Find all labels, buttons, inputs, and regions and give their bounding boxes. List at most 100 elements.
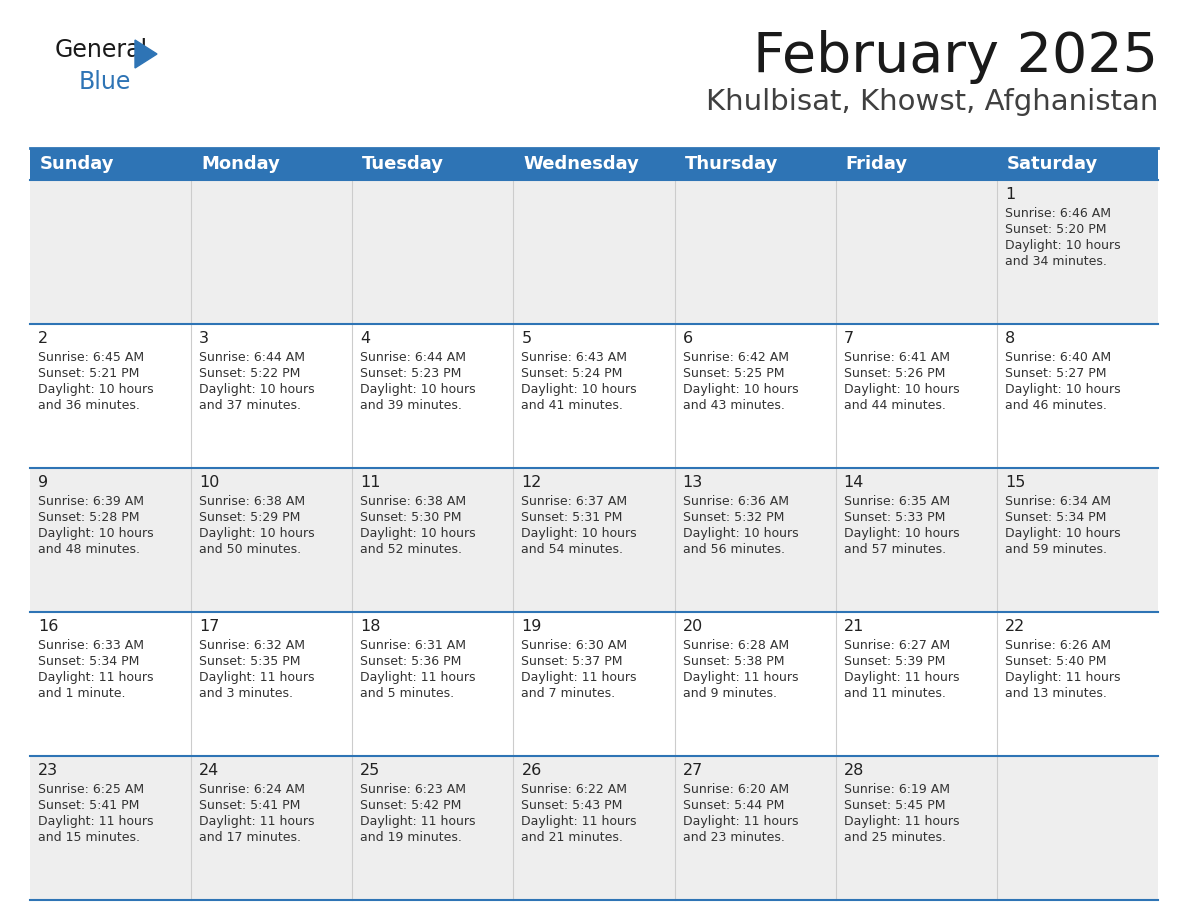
Text: Sunrise: 6:28 AM: Sunrise: 6:28 AM bbox=[683, 639, 789, 652]
Text: Sunrise: 6:35 AM: Sunrise: 6:35 AM bbox=[843, 495, 950, 508]
Text: and 13 minutes.: and 13 minutes. bbox=[1005, 687, 1107, 700]
Text: Sunset: 5:26 PM: Sunset: 5:26 PM bbox=[843, 367, 946, 380]
Text: Daylight: 11 hours: Daylight: 11 hours bbox=[200, 671, 315, 684]
Text: Daylight: 11 hours: Daylight: 11 hours bbox=[683, 671, 798, 684]
Text: Sunrise: 6:31 AM: Sunrise: 6:31 AM bbox=[360, 639, 466, 652]
Text: Sunrise: 6:39 AM: Sunrise: 6:39 AM bbox=[38, 495, 144, 508]
Text: Daylight: 10 hours: Daylight: 10 hours bbox=[1005, 527, 1120, 540]
Text: and 17 minutes.: and 17 minutes. bbox=[200, 831, 301, 844]
Text: Sunrise: 6:41 AM: Sunrise: 6:41 AM bbox=[843, 351, 949, 364]
Text: Sunrise: 6:22 AM: Sunrise: 6:22 AM bbox=[522, 783, 627, 796]
Text: 14: 14 bbox=[843, 475, 864, 490]
Polygon shape bbox=[135, 40, 157, 68]
Text: and 43 minutes.: and 43 minutes. bbox=[683, 399, 784, 412]
Text: Sunrise: 6:44 AM: Sunrise: 6:44 AM bbox=[360, 351, 466, 364]
Text: Saturday: Saturday bbox=[1007, 155, 1098, 173]
Text: Sunrise: 6:26 AM: Sunrise: 6:26 AM bbox=[1005, 639, 1111, 652]
Text: February 2025: February 2025 bbox=[753, 30, 1158, 84]
Text: Tuesday: Tuesday bbox=[362, 155, 444, 173]
Text: Sunrise: 6:30 AM: Sunrise: 6:30 AM bbox=[522, 639, 627, 652]
Text: Sunrise: 6:27 AM: Sunrise: 6:27 AM bbox=[843, 639, 950, 652]
Text: Sunset: 5:30 PM: Sunset: 5:30 PM bbox=[360, 511, 462, 524]
Text: Sunrise: 6:45 AM: Sunrise: 6:45 AM bbox=[38, 351, 144, 364]
Text: Sunday: Sunday bbox=[40, 155, 114, 173]
Text: 12: 12 bbox=[522, 475, 542, 490]
Text: 4: 4 bbox=[360, 331, 371, 346]
Text: Sunset: 5:22 PM: Sunset: 5:22 PM bbox=[200, 367, 301, 380]
Text: and 1 minute.: and 1 minute. bbox=[38, 687, 126, 700]
Text: Blue: Blue bbox=[78, 70, 132, 94]
Text: Daylight: 10 hours: Daylight: 10 hours bbox=[843, 383, 960, 396]
Text: 15: 15 bbox=[1005, 475, 1025, 490]
Text: Thursday: Thursday bbox=[684, 155, 778, 173]
Text: Daylight: 10 hours: Daylight: 10 hours bbox=[360, 383, 476, 396]
Text: 11: 11 bbox=[360, 475, 381, 490]
Text: 1: 1 bbox=[1005, 187, 1015, 202]
Text: and 56 minutes.: and 56 minutes. bbox=[683, 543, 784, 556]
Text: Sunset: 5:23 PM: Sunset: 5:23 PM bbox=[360, 367, 462, 380]
Text: Daylight: 10 hours: Daylight: 10 hours bbox=[1005, 239, 1120, 252]
Text: Daylight: 10 hours: Daylight: 10 hours bbox=[1005, 383, 1120, 396]
Text: 23: 23 bbox=[38, 763, 58, 778]
Text: Sunrise: 6:19 AM: Sunrise: 6:19 AM bbox=[843, 783, 949, 796]
Text: Daylight: 11 hours: Daylight: 11 hours bbox=[843, 671, 959, 684]
Text: and 48 minutes.: and 48 minutes. bbox=[38, 543, 140, 556]
Text: 7: 7 bbox=[843, 331, 854, 346]
Text: Daylight: 10 hours: Daylight: 10 hours bbox=[360, 527, 476, 540]
Text: Sunset: 5:34 PM: Sunset: 5:34 PM bbox=[38, 655, 139, 668]
Text: Daylight: 10 hours: Daylight: 10 hours bbox=[843, 527, 960, 540]
Text: 9: 9 bbox=[38, 475, 49, 490]
Text: Daylight: 11 hours: Daylight: 11 hours bbox=[360, 815, 475, 828]
Text: 21: 21 bbox=[843, 619, 864, 634]
Text: Daylight: 11 hours: Daylight: 11 hours bbox=[522, 671, 637, 684]
Text: and 52 minutes.: and 52 minutes. bbox=[360, 543, 462, 556]
Text: Daylight: 10 hours: Daylight: 10 hours bbox=[38, 527, 153, 540]
Text: Sunrise: 6:38 AM: Sunrise: 6:38 AM bbox=[200, 495, 305, 508]
Text: Sunrise: 6:40 AM: Sunrise: 6:40 AM bbox=[1005, 351, 1111, 364]
Text: and 50 minutes.: and 50 minutes. bbox=[200, 543, 302, 556]
Text: Sunrise: 6:36 AM: Sunrise: 6:36 AM bbox=[683, 495, 789, 508]
Text: Sunrise: 6:34 AM: Sunrise: 6:34 AM bbox=[1005, 495, 1111, 508]
Text: 18: 18 bbox=[360, 619, 381, 634]
Text: Daylight: 10 hours: Daylight: 10 hours bbox=[683, 383, 798, 396]
Text: and 11 minutes.: and 11 minutes. bbox=[843, 687, 946, 700]
Text: Sunrise: 6:43 AM: Sunrise: 6:43 AM bbox=[522, 351, 627, 364]
Text: Sunrise: 6:20 AM: Sunrise: 6:20 AM bbox=[683, 783, 789, 796]
Text: Sunset: 5:32 PM: Sunset: 5:32 PM bbox=[683, 511, 784, 524]
Text: Daylight: 11 hours: Daylight: 11 hours bbox=[1005, 671, 1120, 684]
Text: and 25 minutes.: and 25 minutes. bbox=[843, 831, 946, 844]
Text: 27: 27 bbox=[683, 763, 703, 778]
Text: Sunrise: 6:42 AM: Sunrise: 6:42 AM bbox=[683, 351, 789, 364]
Text: Sunrise: 6:44 AM: Sunrise: 6:44 AM bbox=[200, 351, 305, 364]
Text: Sunset: 5:34 PM: Sunset: 5:34 PM bbox=[1005, 511, 1106, 524]
Text: Sunset: 5:38 PM: Sunset: 5:38 PM bbox=[683, 655, 784, 668]
Text: Sunset: 5:35 PM: Sunset: 5:35 PM bbox=[200, 655, 301, 668]
Text: and 21 minutes.: and 21 minutes. bbox=[522, 831, 624, 844]
Text: and 34 minutes.: and 34 minutes. bbox=[1005, 255, 1107, 268]
Text: 24: 24 bbox=[200, 763, 220, 778]
Text: and 19 minutes.: and 19 minutes. bbox=[360, 831, 462, 844]
Bar bbox=[30, 756, 1158, 900]
Text: 22: 22 bbox=[1005, 619, 1025, 634]
Text: and 59 minutes.: and 59 minutes. bbox=[1005, 543, 1107, 556]
Text: and 36 minutes.: and 36 minutes. bbox=[38, 399, 140, 412]
Text: Sunrise: 6:46 AM: Sunrise: 6:46 AM bbox=[1005, 207, 1111, 220]
Text: and 23 minutes.: and 23 minutes. bbox=[683, 831, 784, 844]
Text: Daylight: 11 hours: Daylight: 11 hours bbox=[522, 815, 637, 828]
Text: Sunset: 5:27 PM: Sunset: 5:27 PM bbox=[1005, 367, 1106, 380]
Text: General: General bbox=[55, 38, 148, 62]
Text: Sunset: 5:42 PM: Sunset: 5:42 PM bbox=[360, 799, 462, 812]
Text: and 39 minutes.: and 39 minutes. bbox=[360, 399, 462, 412]
Text: 3: 3 bbox=[200, 331, 209, 346]
Text: and 5 minutes.: and 5 minutes. bbox=[360, 687, 455, 700]
Bar bbox=[30, 468, 1158, 612]
Text: Wednesday: Wednesday bbox=[524, 155, 639, 173]
Text: and 46 minutes.: and 46 minutes. bbox=[1005, 399, 1107, 412]
Text: Sunset: 5:37 PM: Sunset: 5:37 PM bbox=[522, 655, 623, 668]
Text: Monday: Monday bbox=[201, 155, 280, 173]
Text: Daylight: 11 hours: Daylight: 11 hours bbox=[843, 815, 959, 828]
Text: Daylight: 10 hours: Daylight: 10 hours bbox=[522, 527, 637, 540]
Text: Sunset: 5:44 PM: Sunset: 5:44 PM bbox=[683, 799, 784, 812]
Bar bbox=[30, 148, 1158, 180]
Text: Daylight: 10 hours: Daylight: 10 hours bbox=[200, 383, 315, 396]
